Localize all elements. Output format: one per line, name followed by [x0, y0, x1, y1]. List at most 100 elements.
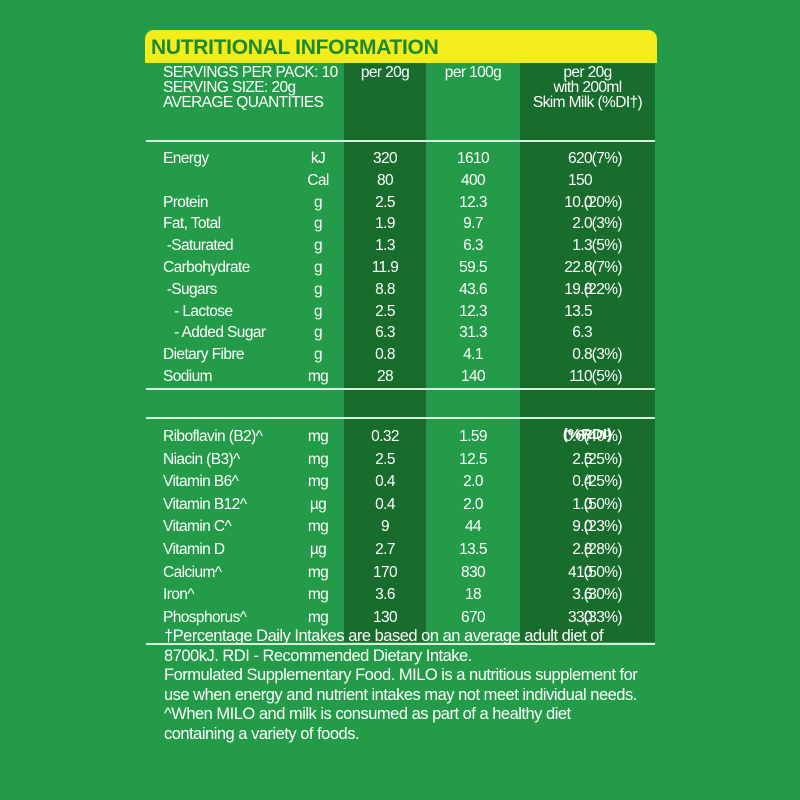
col3-line1: per 20g [563, 64, 612, 81]
percent-daily: (20%) [583, 193, 623, 211]
percent-daily: (50%) [583, 563, 623, 581]
value-per-20g: 0.4 [375, 473, 395, 491]
value-per-20g: 2.5 [375, 302, 395, 320]
unit: g [313, 302, 323, 320]
nutrient-name: Calcium^ [163, 563, 222, 581]
value-per-100g: 2.0 [463, 473, 483, 491]
value-per-20g: 6.3 [375, 324, 395, 342]
value-per-20g: 320 [372, 150, 398, 167]
value-per-100g: 12.5 [459, 450, 487, 468]
value-with-milk: 6.3 [572, 324, 592, 342]
value-with-milk: 110 [569, 368, 593, 385]
footnote-line: 8700kJ. RDI - Recommended Dietary Intake… [164, 646, 472, 665]
percent-daily: (22%) [583, 280, 623, 298]
col-header-per20g: per 20g [360, 64, 410, 81]
value-per-100g: 4.1 [463, 346, 483, 364]
unit: mg [307, 586, 329, 604]
value-per-100g: 18 [464, 586, 482, 604]
servings-per-pack: SERVINGS PER PACK: 10 [163, 64, 338, 81]
footer-divider [146, 643, 655, 645]
nutrient-name: - Lactose [163, 302, 233, 320]
unit: kJ [310, 150, 326, 167]
footnote-line: ^When MILO and milk is consumed as part … [164, 705, 571, 723]
footnote-line: Formulated Supplementary Food. MILO is a… [164, 666, 638, 684]
unit: g [313, 324, 323, 342]
unit: mg [307, 428, 329, 445]
value-per-20g: 130 [372, 608, 398, 626]
nutrient-name: Protein [163, 193, 209, 211]
unit: mg [307, 608, 329, 626]
value-with-milk: 13.5 [564, 302, 592, 320]
value-per-100g: 31.3 [459, 324, 487, 342]
nutrient-name: Niacin (B3)^ [163, 450, 240, 468]
value-with-milk: 410 [567, 563, 593, 581]
value-per-100g: 9.7 [463, 215, 483, 233]
nutrient-name: Iron^ [163, 586, 195, 604]
unit: g [313, 280, 323, 298]
col-header-with-milk: per 20g with 200ml Skim Milk (%DI†) [520, 64, 655, 111]
footnotes: †Percentage Daily Intakes are based on a… [164, 627, 724, 744]
value-with-milk: 330 [567, 608, 593, 626]
nutrient-name: Vitamin B6^ [163, 473, 239, 491]
percent-daily: (33%) [583, 608, 623, 626]
nutrient-name: Dietary Fibre [163, 346, 245, 364]
unit: Cal [307, 171, 329, 189]
unit: g [313, 237, 323, 255]
nutrients-divider [146, 388, 655, 390]
value-per-20g: 2.5 [375, 450, 395, 468]
value-per-100g: 12.3 [459, 193, 487, 211]
percent-daily: (5%) [591, 368, 623, 385]
value-with-milk: 3.6 [572, 586, 592, 604]
nutrient-name: -Sugars [163, 280, 218, 298]
value-per-20g: 28 [376, 368, 394, 385]
value-per-100g: 2.0 [463, 495, 483, 513]
per20g-column-bg [344, 63, 426, 642]
value-per-100g: 670 [460, 608, 486, 626]
percent-daily: (3%) [591, 215, 623, 233]
nutrition-panel: NUTRITIONAL INFORMATION SERVINGS PER PAC… [145, 30, 657, 645]
percent-daily: (7%) [591, 150, 623, 167]
unit: mg [307, 563, 329, 581]
unit: g [313, 259, 323, 276]
value-per-100g: 13.5 [459, 541, 487, 558]
value-with-milk: 1.3 [572, 237, 592, 255]
with-milk-column-bg [520, 63, 655, 642]
col3-line3: Skim Milk (%DI†) [532, 94, 643, 111]
unit: g [313, 193, 323, 211]
nutrient-name: Sodium [163, 368, 213, 385]
percent-daily: (3%) [591, 346, 623, 364]
unit: µg [309, 495, 327, 513]
col-header-per100g: per 100g [444, 64, 502, 81]
value-with-milk: 22.8 [564, 259, 592, 276]
percent-daily: (25%) [583, 450, 623, 468]
value-per-20g: 2.7 [375, 541, 395, 558]
value-per-20g: 11.9 [371, 259, 399, 276]
value-with-milk: 620 [567, 150, 593, 167]
value-per-20g: 8.8 [375, 280, 395, 298]
nutrient-name: -Saturated [163, 237, 234, 255]
value-per-20g: 3.6 [375, 586, 395, 604]
percent-daily: (30%) [583, 586, 623, 604]
footnote-line: †Percentage Daily Intakes are based on a… [164, 627, 604, 645]
value-per-100g: 400 [460, 171, 486, 189]
value-with-milk: 1.0 [572, 495, 592, 513]
value-per-100g: 43.6 [459, 280, 487, 298]
rdi-divider [146, 417, 655, 419]
value-with-milk: 0.67 [564, 428, 592, 445]
col3-line2: with 200ml [553, 79, 622, 96]
value-per-20g: 0.8 [375, 346, 395, 364]
unit: mg [307, 473, 329, 491]
percent-daily: (40%) [583, 428, 623, 445]
percent-daily: (5%) [591, 237, 623, 255]
unit: mg [307, 368, 329, 385]
percent-daily: (7%) [591, 259, 623, 276]
value-per-20g: 0.32 [371, 428, 399, 445]
value-with-milk: 10.0 [564, 193, 592, 211]
nutrient-name: Vitamin C^ [163, 518, 232, 536]
nutrient-name: Phosphorus^ [163, 608, 247, 626]
percent-daily: (25%) [583, 473, 623, 491]
unit: µg [309, 541, 327, 558]
value-per-20g: 1.9 [375, 215, 395, 233]
value-with-milk: 2.0 [572, 215, 592, 233]
footnote-line: use when energy and nutrient intakes may… [164, 685, 637, 704]
